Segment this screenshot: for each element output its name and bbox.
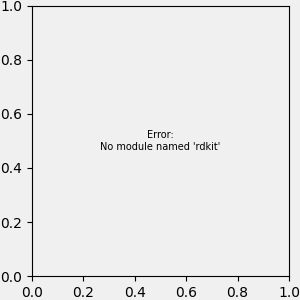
Text: Error:
No module named 'rdkit': Error: No module named 'rdkit' [100,130,220,152]
